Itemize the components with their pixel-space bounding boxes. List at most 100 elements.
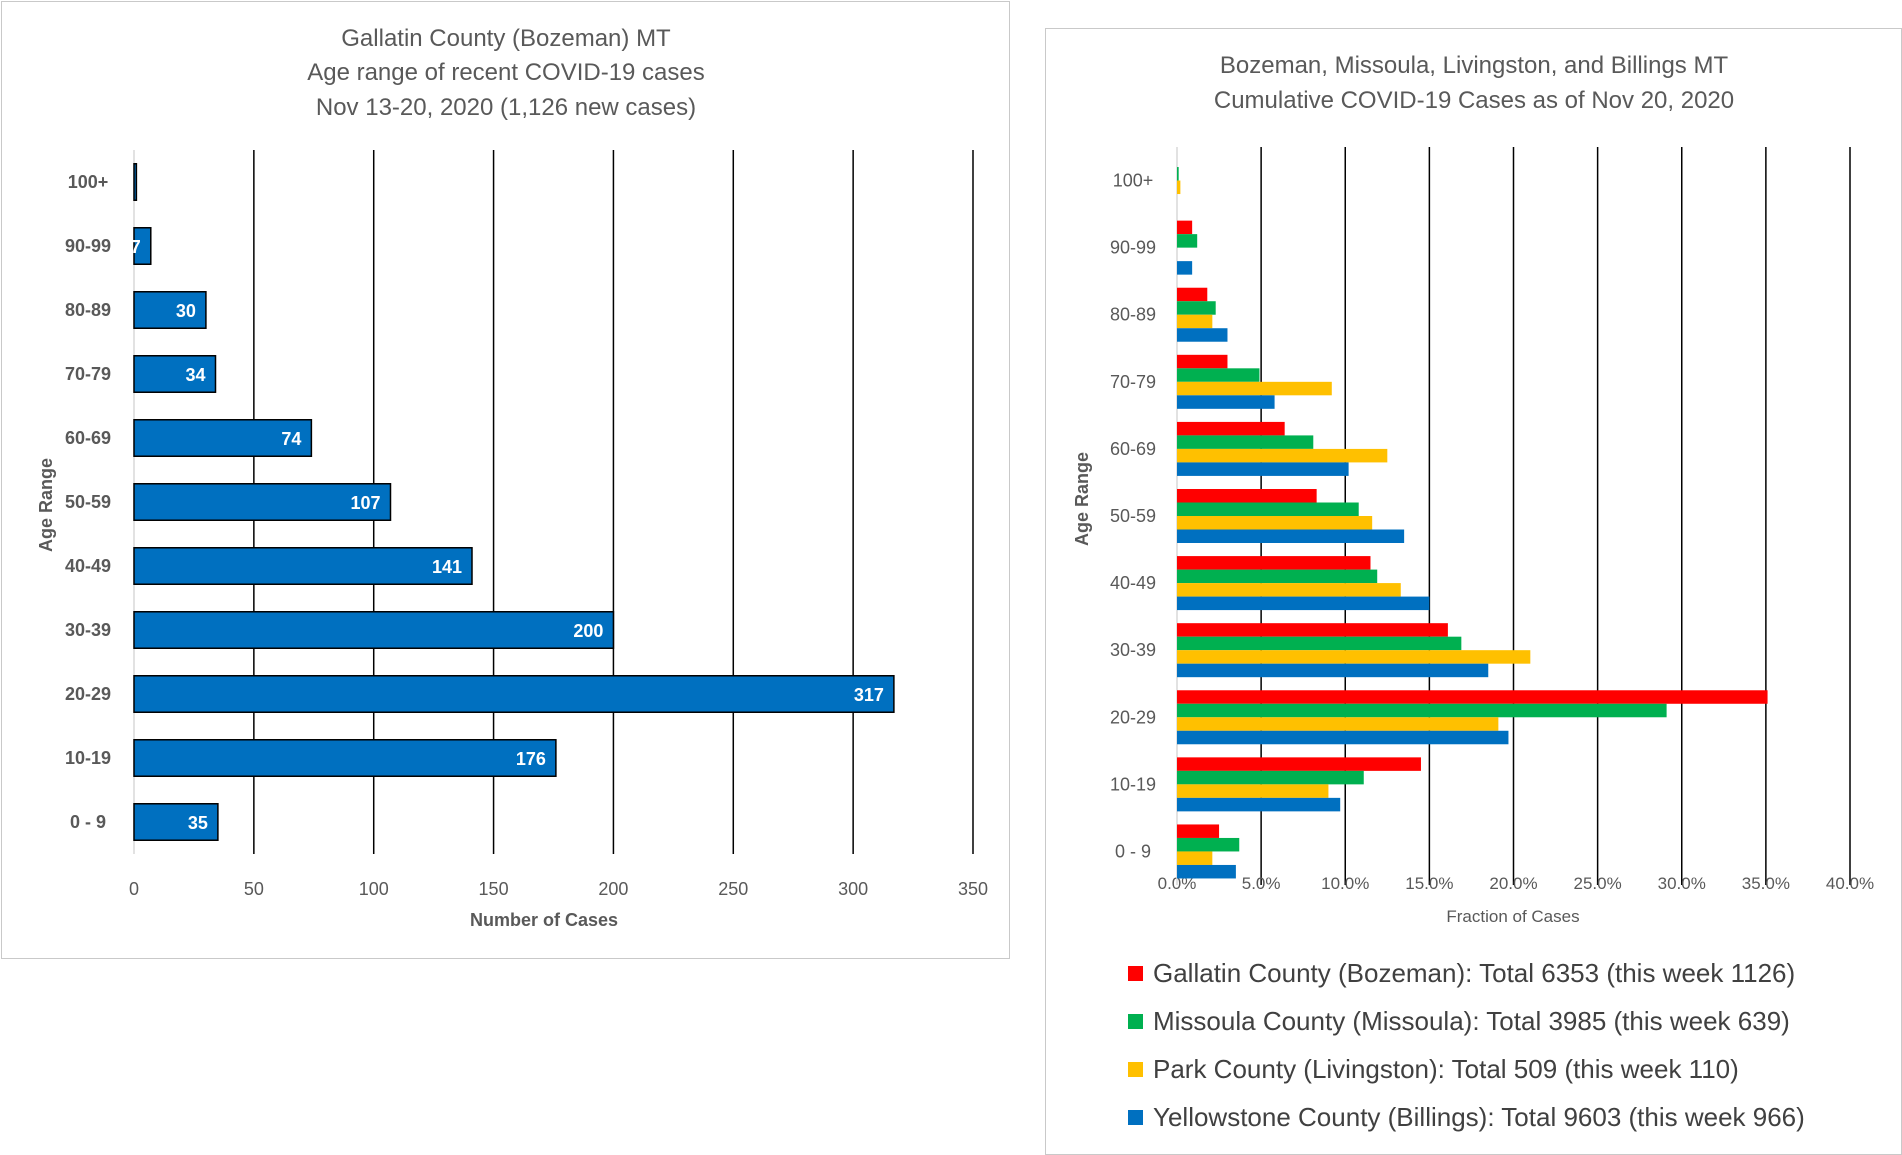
- bar: [1177, 851, 1213, 865]
- y-tick-label: 30-39: [1110, 640, 1156, 660]
- legend-item-gallatin: Gallatin County (Bozeman): Total 6353 (t…: [1128, 949, 1805, 997]
- bar: [1177, 650, 1531, 664]
- legend-item-park: Park County (Livingston): Total 509 (thi…: [1128, 1045, 1805, 1093]
- chart-title-line-2: Cumulative COVID-19 Cases as of Nov 20, …: [1214, 87, 1734, 114]
- chart-panel-comparison: Bozeman, Missoula, Livingston, and Billi…: [1045, 28, 1902, 1155]
- bar: [133, 163, 138, 201]
- bar: [1177, 623, 1448, 637]
- bar: [1177, 180, 1181, 195]
- bar: [1177, 261, 1193, 275]
- legend-item-missoula: Missoula County (Missoula): Total 3985 (…: [1128, 997, 1805, 1045]
- bar: [1177, 395, 1275, 409]
- bar: [1177, 797, 1341, 812]
- legend-item-yellowstone: Yellowstone County (Billings): Total 960…: [1128, 1093, 1805, 1141]
- y-tick-label: 80-89: [1110, 305, 1156, 325]
- bar-data-label: 35: [188, 813, 208, 833]
- x-axis-label: Number of Cases: [470, 910, 618, 930]
- bar: [1177, 784, 1329, 798]
- bar-data-label: 141: [432, 557, 462, 577]
- bar: [133, 227, 152, 265]
- bar: [1177, 717, 1499, 731]
- bar: [1177, 636, 1462, 651]
- x-tick-label: 25.0%: [1574, 874, 1622, 893]
- bar: [1177, 529, 1405, 543]
- bar: [1177, 516, 1373, 530]
- y-tick-label: 20-29: [1110, 707, 1156, 727]
- bar: [1177, 381, 1332, 396]
- bar: [1177, 703, 1667, 718]
- bar-data-label: 34: [185, 365, 205, 385]
- bar: [1177, 435, 1314, 449]
- bar: [1177, 421, 1285, 436]
- y-tick-label: 90-99: [65, 236, 111, 256]
- x-tick-label: 300: [838, 879, 868, 899]
- bar: [1177, 462, 1349, 476]
- y-tick-label: 50-59: [1110, 506, 1156, 526]
- y-tick-label: 60-69: [1110, 439, 1156, 459]
- x-tick-label: 5.0%: [1242, 874, 1281, 893]
- bar: [1177, 368, 1260, 382]
- chart-title-line-1: Gallatin County (Bozeman) MT: [341, 25, 671, 52]
- legend-swatch: [1128, 1109, 1143, 1125]
- y-tick-label: 50-59: [65, 492, 111, 512]
- x-tick-label: 200: [598, 879, 628, 899]
- chart-legend: Gallatin County (Bozeman): Total 6353 (t…: [1128, 949, 1805, 1141]
- comparison-age-bar-chart: Bozeman, Missoula, Livingston, and Billi…: [1072, 52, 1874, 926]
- bar: [1177, 287, 1208, 302]
- bar: [1177, 234, 1198, 248]
- x-tick-label: 20.0%: [1489, 874, 1537, 893]
- x-tick-label: 40.0%: [1826, 874, 1874, 893]
- bar-data-label: 317: [854, 685, 884, 705]
- bar-data-label: 74: [281, 429, 301, 449]
- y-tick-label: 30-39: [65, 620, 111, 640]
- y-tick-label: 100+: [1113, 171, 1154, 191]
- y-axis-label: Age Range: [36, 458, 56, 552]
- chart-title-line-3: Nov 13-20, 2020 (1,126 new cases): [316, 94, 696, 121]
- bar: [1177, 569, 1378, 584]
- bar: [1177, 502, 1359, 516]
- y-tick-label: 90-99: [1110, 238, 1156, 258]
- bar: [1177, 328, 1228, 342]
- legend-swatch: [1128, 1013, 1143, 1029]
- y-tick-label: 0 - 9: [1115, 841, 1151, 861]
- bar-data-label: 176: [516, 749, 546, 769]
- bar: [1177, 489, 1317, 503]
- x-tick-label: 10.0%: [1321, 874, 1369, 893]
- chart-panel-gallatin: Gallatin County (Bozeman) MT Age range o…: [1, 1, 1010, 959]
- bar: [1177, 757, 1421, 771]
- x-tick-label: 30.0%: [1658, 874, 1706, 893]
- bar: [1177, 354, 1228, 369]
- bar: [133, 291, 207, 329]
- y-tick-label: 10-19: [1110, 774, 1156, 794]
- gallatin-age-bar-chart: Gallatin County (Bozeman) MT Age range o…: [36, 25, 988, 930]
- y-tick-label: 70-79: [1110, 372, 1156, 392]
- chart-title-line-1: Bozeman, Missoula, Livingston, and Billi…: [1220, 52, 1729, 79]
- bar: [1177, 448, 1388, 463]
- x-tick-label: 15.0%: [1405, 874, 1453, 893]
- bar: [1177, 690, 1768, 704]
- legend-label: Yellowstone County (Billings): Total 960…: [1153, 1101, 1805, 1132]
- bar: [1177, 663, 1489, 678]
- x-tick-label: 250: [718, 879, 748, 899]
- x-tick-label: 35.0%: [1742, 874, 1790, 893]
- y-tick-label: 0 - 9: [70, 812, 106, 832]
- chart-title-line-2: Age range of recent COVID-19 cases: [307, 59, 705, 86]
- x-tick-label: 50: [244, 879, 264, 899]
- x-tick-label: 150: [479, 879, 509, 899]
- legend-label: Park County (Livingston): Total 509 (thi…: [1153, 1053, 1739, 1084]
- x-axis-label: Fraction of Cases: [1446, 907, 1579, 926]
- legend-swatch: [1128, 1061, 1143, 1077]
- y-tick-label: 40-49: [1110, 573, 1156, 593]
- x-tick-label: 0: [129, 879, 139, 899]
- bar: [133, 547, 473, 585]
- bar: [1177, 167, 1179, 181]
- bar: [1177, 596, 1430, 611]
- bar-data-label: 107: [350, 493, 380, 513]
- legend-label: Missoula County (Missoula): Total 3985 (…: [1153, 1005, 1790, 1036]
- x-tick-label: 100: [359, 879, 389, 899]
- bar: [133, 355, 217, 393]
- y-tick-label: 40-49: [65, 556, 111, 576]
- y-tick-label: 10-19: [65, 748, 111, 768]
- bar: [1177, 556, 1371, 570]
- bar: [133, 803, 219, 841]
